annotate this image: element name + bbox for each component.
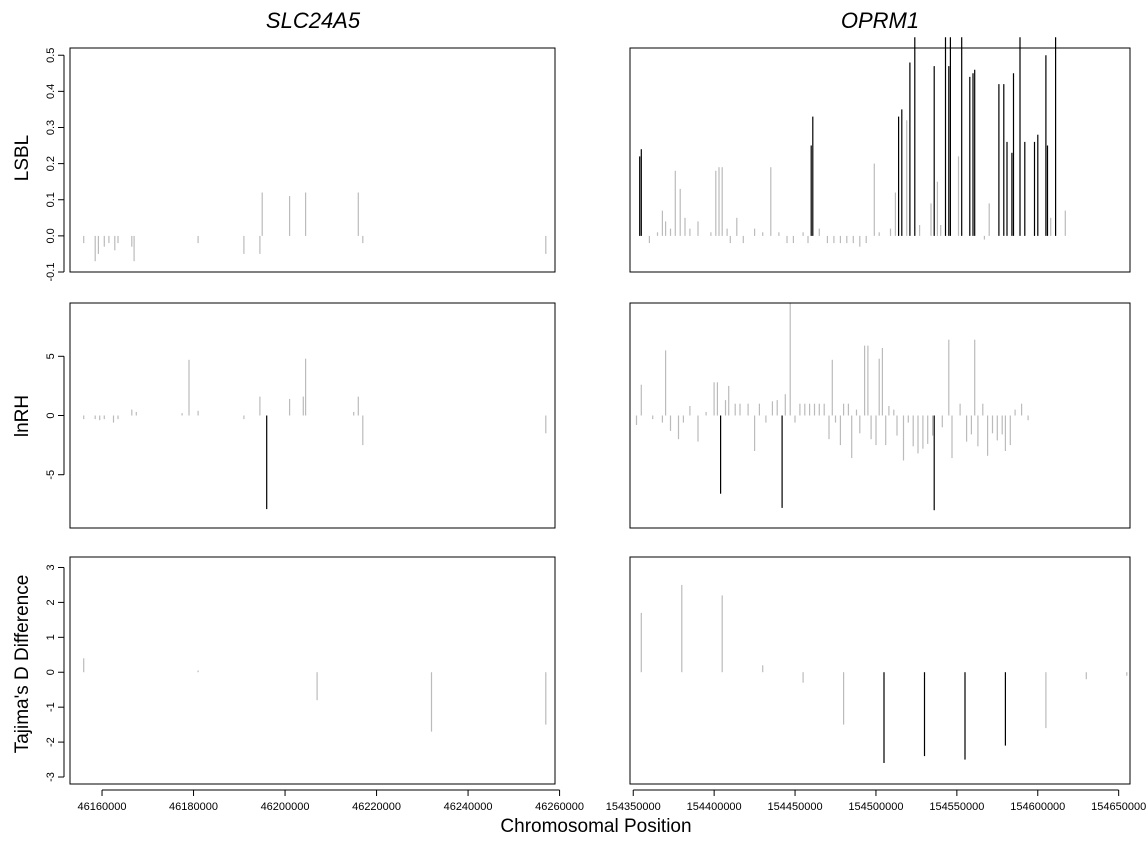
panel-lsbl-slc24a5: -0.1 0.0 0.1 0.2 0.3 0.4 0.5 bbox=[45, 47, 556, 282]
y-tick-label-tajima-slc24a5-0: -3 bbox=[45, 772, 57, 782]
x-axis-label: Chromosomal Position bbox=[500, 816, 691, 837]
panels: -0.1 0.0 0.1 0.2 0.3 0.4 0.5 -5 0 5 -3 -2 -1 0 1 2 3 4616… bbox=[45, 37, 1146, 813]
x-tick-label-tajima-oprm1-4: 154550000 bbox=[929, 801, 984, 813]
frame-tajima-slc24a5 bbox=[69, 556, 556, 785]
frame-lnrh-slc24a5 bbox=[69, 302, 556, 529]
x-tick-label-tajima-slc24a5-1: 46180000 bbox=[169, 801, 218, 813]
x-tick-label-tajima-oprm1-0: 154350000 bbox=[606, 801, 661, 813]
y-tick-label-lsbl-slc24a5-4: 0.3 bbox=[45, 120, 57, 135]
x-tick-label-tajima-slc24a5-5: 46260000 bbox=[535, 801, 584, 813]
y-tick-label-lsbl-slc24a5-1: 0.0 bbox=[45, 228, 57, 243]
y-tick-label-lsbl-slc24a5-6: 0.5 bbox=[45, 48, 57, 63]
x-tick-label-tajima-oprm1-5: 154600000 bbox=[1010, 801, 1065, 813]
x-tick-label-tajima-oprm1-6: 154650000 bbox=[1091, 801, 1146, 813]
frame-tajima-oprm1 bbox=[629, 556, 1131, 785]
y-tick-label-lsbl-slc24a5-5: 0.4 bbox=[45, 84, 57, 99]
x-tick-label-tajima-slc24a5-4: 46240000 bbox=[444, 801, 493, 813]
panel-lsbl-oprm1 bbox=[629, 37, 1131, 273]
y-tick-label-lsbl-slc24a5-2: 0.1 bbox=[45, 192, 57, 207]
y-tick-label-lnrh-slc24a5-0: -5 bbox=[45, 470, 57, 480]
y-tick-label-tajima-slc24a5-3: 0 bbox=[45, 669, 57, 675]
y-tick-label-tajima-slc24a5-4: 1 bbox=[45, 634, 57, 640]
x-tick-label-tajima-slc24a5-0: 46160000 bbox=[78, 801, 127, 813]
x-tick-label-tajima-slc24a5-2: 46200000 bbox=[261, 801, 310, 813]
panel-tajima-oprm1: 154350000 154400000 154450000 154500000 1545… bbox=[606, 556, 1146, 813]
panel-lnrh-slc24a5: -5 0 5 bbox=[45, 302, 556, 529]
y-tick-label-lsbl-slc24a5-3: 0.2 bbox=[45, 156, 57, 171]
panel-tajima-slc24a5: -3 -2 -1 0 1 2 3 46160000 46180000 46200000 462200… bbox=[45, 556, 584, 813]
x-tick-label-tajima-oprm1-3: 154500000 bbox=[848, 801, 903, 813]
x-tick-label-tajima-oprm1-1: 154400000 bbox=[687, 801, 742, 813]
y-tick-label-tajima-slc24a5-6: 3 bbox=[45, 564, 57, 570]
y-tick-label-tajima-slc24a5-1: -2 bbox=[45, 737, 57, 747]
y-tick-label-lsbl-slc24a5-0: -0.1 bbox=[45, 263, 57, 282]
y-tick-label-tajima-slc24a5-5: 2 bbox=[45, 599, 57, 605]
gene-title-slc24a5: SLC24A5 bbox=[266, 8, 361, 33]
frame-lsbl-slc24a5 bbox=[69, 47, 556, 273]
y-axis-label-lnrh: lnRH bbox=[12, 395, 33, 437]
panel-lnrh-oprm1 bbox=[629, 302, 1131, 529]
frame-lsbl-oprm1 bbox=[629, 47, 1131, 273]
frame-lnrh-oprm1 bbox=[629, 302, 1131, 529]
y-tick-label-lnrh-slc24a5-2: 5 bbox=[45, 353, 57, 359]
x-tick-label-tajima-slc24a5-3: 46220000 bbox=[352, 801, 401, 813]
y-axis-label-lsbl: LSBL bbox=[12, 135, 33, 181]
x-tick-label-tajima-oprm1-2: 154450000 bbox=[768, 801, 823, 813]
y-tick-label-lnrh-slc24a5-1: 0 bbox=[45, 412, 57, 418]
y-axis-label-tajimas-d: Tajima's D Difference bbox=[12, 575, 33, 754]
gene-title-oprm1: OPRM1 bbox=[841, 8, 919, 33]
y-tick-label-tajima-slc24a5-2: -1 bbox=[45, 702, 57, 712]
